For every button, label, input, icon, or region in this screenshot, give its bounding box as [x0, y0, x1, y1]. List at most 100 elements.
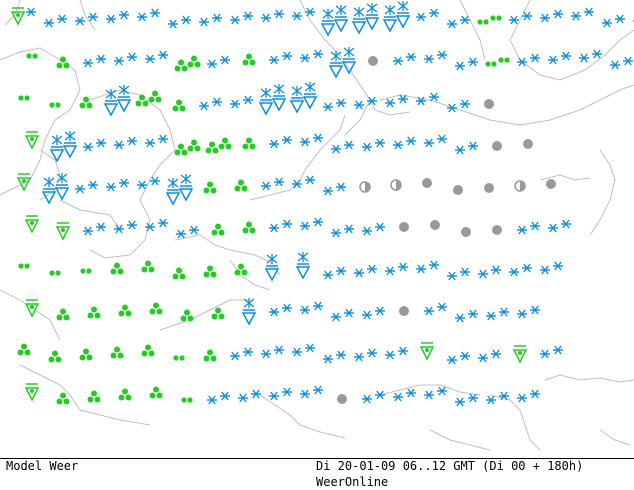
snow-shower-symbol [303, 81, 317, 109]
rain-shower-symbol [513, 345, 527, 363]
snow-shower-symbol [42, 176, 56, 204]
snow-symbol [211, 13, 223, 23]
snow-symbol [157, 218, 169, 228]
rain-cluster-symbol [118, 304, 132, 317]
snow-symbol [609, 60, 621, 70]
snow-symbol [454, 313, 466, 323]
overcast-symbol [399, 306, 409, 316]
snow-symbol [312, 385, 324, 395]
rain-cluster-symbol [203, 349, 217, 362]
snow-symbol [95, 222, 107, 232]
rain-drizzle-symbol [26, 53, 38, 59]
snow-symbol [446, 19, 458, 29]
snow-symbol [591, 49, 603, 59]
snow-symbol [366, 264, 378, 274]
overcast-symbol [430, 220, 440, 230]
snow-symbol [74, 16, 86, 26]
rain-cluster-symbol [234, 179, 248, 192]
snow-symbol [144, 54, 156, 64]
snow-symbol [229, 15, 241, 25]
snow-symbol [477, 353, 489, 363]
snow-shower-symbol [272, 83, 286, 111]
snow-symbol [583, 7, 595, 17]
snow-symbol [454, 397, 466, 407]
snow-symbol [335, 266, 347, 276]
snow-symbol [436, 386, 448, 396]
snow-symbol [335, 350, 347, 360]
snow-symbol [560, 219, 572, 229]
rain-drizzle-symbol [18, 263, 30, 269]
snow-symbol [521, 263, 533, 273]
snow-symbol [539, 13, 551, 23]
rain-cluster-symbol [118, 388, 132, 401]
snow-symbol [428, 260, 440, 270]
snow-symbol [397, 346, 409, 356]
snow-shower-symbol [166, 177, 180, 205]
snow-shower-symbol [55, 172, 69, 200]
snow-symbol [428, 8, 440, 18]
rain-cluster-symbol [148, 90, 162, 103]
snow-symbol [392, 392, 404, 402]
weather-symbol-layer [11, 0, 634, 407]
snow-symbol [312, 49, 324, 59]
snow-symbol [539, 265, 551, 275]
snow-symbol [446, 103, 458, 113]
snow-symbol [105, 14, 117, 24]
rain-shower-symbol [56, 222, 70, 240]
rain-cluster-symbol [110, 262, 124, 275]
rain-drizzle-symbol [498, 57, 510, 63]
rain-shower-symbol [25, 383, 39, 401]
snow-symbol [423, 390, 435, 400]
snow-symbol [268, 139, 280, 149]
rain-drizzle-symbol [485, 61, 497, 67]
snow-symbol [374, 138, 386, 148]
snow-symbol [415, 12, 427, 22]
snow-symbol [87, 180, 99, 190]
rain-cluster-symbol [218, 137, 232, 150]
snow-symbol [281, 135, 293, 145]
snow-symbol [374, 222, 386, 232]
snow-symbol [312, 133, 324, 143]
snow-symbol [405, 388, 417, 398]
snow-symbol [330, 144, 342, 154]
snow-symbol [260, 349, 272, 359]
snow-symbol [436, 50, 448, 60]
snow-shower-symbol [179, 173, 193, 201]
snow-symbol [95, 54, 107, 64]
snow-symbol [144, 138, 156, 148]
snow-symbol [304, 343, 316, 353]
snow-symbol [268, 55, 280, 65]
snow-shower-symbol [117, 84, 131, 112]
overcast-symbol [368, 56, 378, 66]
snow-symbol [529, 53, 541, 63]
rain-cluster-symbol [242, 137, 256, 150]
snow-symbol [415, 264, 427, 274]
snow-symbol [622, 56, 634, 66]
snow-symbol [82, 142, 94, 152]
snow-symbol [299, 305, 311, 315]
snow-shower-symbol [296, 251, 310, 279]
snow-symbol [260, 181, 272, 191]
snow-symbol [95, 138, 107, 148]
snow-symbol [529, 221, 541, 231]
snow-symbol [366, 348, 378, 358]
snow-symbol [405, 52, 417, 62]
rain-drizzle-symbol [49, 102, 61, 108]
snow-symbol [304, 175, 316, 185]
overcast-symbol [399, 222, 409, 232]
snow-symbol [560, 51, 572, 61]
snow-symbol [405, 136, 417, 146]
rain-cluster-symbol [174, 59, 188, 72]
snow-shower-symbol [259, 87, 273, 115]
rain-cluster-symbol [149, 302, 163, 315]
snow-symbol [423, 54, 435, 64]
snow-symbol [113, 56, 125, 66]
snow-symbol [136, 180, 148, 190]
snow-symbol [281, 51, 293, 61]
rain-cluster-symbol [172, 99, 186, 112]
snow-symbol [175, 229, 187, 239]
snow-symbol [206, 59, 218, 69]
rain-drizzle-symbol [490, 15, 502, 21]
snow-symbol [330, 312, 342, 322]
